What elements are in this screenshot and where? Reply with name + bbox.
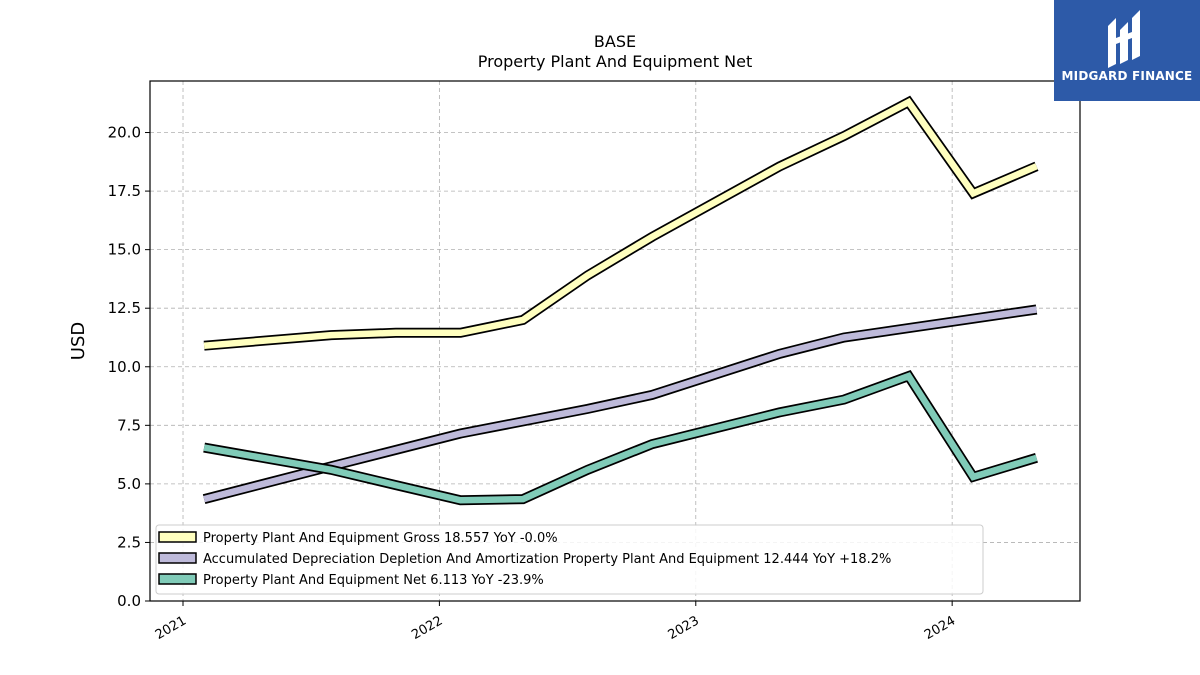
y-tick-label: 15.0 — [108, 241, 141, 259]
series-line-3 — [203, 372, 1038, 504]
series-line-outline-1 — [203, 95, 1039, 351]
x-tick-label: 2024 — [922, 613, 958, 643]
legend-label-1: Property Plant And Equipment Gross 18.55… — [203, 531, 558, 546]
y-axis: 0.0 2.5 5.0 7.5 10.0 12.5 15.0 17.5 20.0 — [108, 124, 150, 610]
y-tick-label: 0.0 — [117, 592, 141, 610]
legend-label-2: Accumulated Depreciation Depletion And A… — [203, 552, 891, 567]
chart-subtitle: Property Plant And Equipment Net — [478, 52, 753, 71]
legend-box — [155, 524, 984, 595]
y-tick-label: 12.5 — [108, 299, 141, 317]
x-tick-label: 2022 — [409, 613, 445, 643]
y-tick-label: 7.5 — [117, 416, 141, 434]
legend-swatch-3 — [158, 573, 197, 585]
y-tick-label: 10.0 — [108, 358, 141, 376]
series-line-2 — [203, 306, 1037, 503]
series-layer — [202, 95, 1039, 506]
legend-label-3: Property Plant And Equipment Net 6.113 Y… — [203, 573, 544, 588]
y-tick-label: 2.5 — [117, 533, 141, 551]
y-tick-label: 20.0 — [108, 124, 141, 142]
series-line-1 — [203, 97, 1038, 349]
chart-title: BASE — [594, 32, 636, 51]
x-tick-label: 2023 — [666, 613, 702, 643]
midgard-finance-logo: MIDGARD FINANCE — [1054, 0, 1200, 101]
logo-brand-text: MIDGARD FINANCE — [1061, 69, 1193, 83]
y-tick-label: 17.5 — [108, 182, 141, 200]
series-line-outline-3 — [203, 370, 1038, 506]
legend: Property Plant And Equipment Gross 18.55… — [155, 524, 984, 595]
logo-mark-icon — [1108, 10, 1140, 68]
y-axis-label: USD — [68, 322, 89, 360]
x-tick-label: 2021 — [153, 613, 189, 643]
legend-swatch-2 — [158, 552, 197, 564]
legend-swatch-1 — [158, 531, 197, 543]
x-axis: 2021 2022 2023 2024 — [153, 601, 958, 643]
plot-frame — [149, 80, 1081, 602]
y-tick-label: 5.0 — [117, 475, 141, 493]
